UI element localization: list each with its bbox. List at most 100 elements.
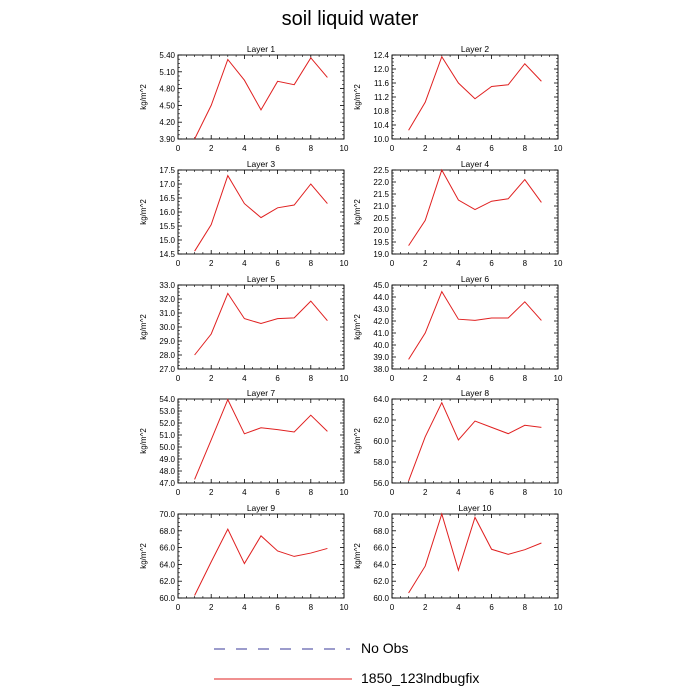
y-tick-label: 48.0 — [159, 467, 175, 476]
x-tick-label: 0 — [390, 259, 395, 268]
panel-layer-4: Layer 4 0 2 4 6 8 10 19.0 19.5 20.0 20.5 21.0 21.5 22… — [353, 159, 563, 268]
y-tick-label: 4.80 — [159, 85, 175, 94]
y-axis-label: kg/m^2 — [353, 543, 362, 569]
y-tick-label: 3.90 — [159, 135, 175, 144]
y-tick-label: 66.0 — [159, 544, 175, 553]
y-tick-label: 15.5 — [159, 222, 175, 231]
panel-title: Layer 2 — [461, 44, 490, 54]
x-tick-label: 0 — [390, 374, 395, 383]
plot-frame — [177, 398, 345, 484]
y-tick-label: 58.0 — [373, 458, 389, 467]
x-tick-label: 10 — [340, 488, 349, 497]
page-title: soil liquid water — [281, 8, 419, 30]
panel-layer-6: Layer 6 0 2 4 6 8 10 38.0 39.0 40.0 41.0 42.0 43.0 44… — [353, 274, 563, 383]
y-tick-label: 38.0 — [373, 365, 389, 374]
y-tick-label: 44.0 — [373, 293, 389, 302]
plot-frame — [391, 284, 559, 370]
panel-title: Layer 10 — [458, 503, 491, 513]
y-tick-label: 64.0 — [373, 395, 389, 404]
x-tick-label: 2 — [423, 144, 428, 153]
y-tick-label: 68.0 — [159, 527, 175, 536]
y-axis-label: kg/m^2 — [139, 314, 148, 340]
y-tick-label: 27.0 — [159, 365, 175, 374]
y-tick-label: 40.0 — [373, 341, 389, 350]
x-tick-label: 4 — [456, 144, 461, 153]
y-tick-label: 21.5 — [373, 190, 389, 199]
panel-layer-10: Layer 10 0 2 4 6 8 10 60.0 62.0 64.0 66.0 68.0 70.0 k… — [353, 503, 563, 612]
panel-layer-7: Layer 7 0 2 4 6 8 10 47.0 48.0 49.0 50.0 51.0 52.0 53… — [139, 388, 349, 497]
x-tick-label: 4 — [456, 603, 461, 612]
x-tick-label: 0 — [390, 603, 395, 612]
x-tick-label: 8 — [309, 259, 314, 268]
legend-swatch-no-obs — [214, 648, 350, 650]
y-axis-label: kg/m^2 — [353, 314, 362, 340]
y-tick-label: 32.0 — [159, 295, 175, 304]
panel-title: Layer 1 — [247, 44, 276, 54]
y-tick-label: 54.0 — [159, 395, 175, 404]
x-tick-label: 6 — [275, 259, 280, 268]
y-axis-label: kg/m^2 — [139, 428, 148, 454]
panel-title: Layer 8 — [461, 388, 490, 398]
series-line — [194, 174, 328, 252]
y-tick-label: 56.0 — [373, 479, 389, 488]
y-tick-label: 52.0 — [159, 419, 175, 428]
panel-layer-8: Layer 8 0 2 4 6 8 10 56.0 58.0 60.0 62.0 64.0 kg/m^2 — [353, 388, 563, 497]
y-tick-label: 20.0 — [373, 226, 389, 235]
x-tick-label: 2 — [209, 488, 214, 497]
x-tick-label: 4 — [242, 603, 247, 612]
y-tick-label: 47.0 — [159, 479, 175, 488]
x-tick-label: 8 — [309, 374, 314, 383]
y-tick-label: 53.0 — [159, 407, 175, 416]
y-tick-label: 51.0 — [159, 431, 175, 440]
plot-frame — [391, 398, 559, 484]
x-tick-label: 8 — [309, 488, 314, 497]
y-tick-label: 21.0 — [373, 202, 389, 211]
x-tick-label: 2 — [209, 603, 214, 612]
series-line — [408, 168, 542, 246]
x-tick-label: 6 — [489, 374, 494, 383]
x-tick-label: 2 — [209, 144, 214, 153]
y-axis-label: kg/m^2 — [139, 543, 148, 569]
y-tick-label: 20.5 — [373, 214, 389, 223]
series-line — [408, 401, 542, 482]
y-tick-label: 12.0 — [373, 65, 389, 74]
y-tick-label: 11.6 — [374, 79, 390, 88]
x-tick-label: 4 — [242, 374, 247, 383]
y-tick-label: 17.0 — [159, 180, 175, 189]
y-tick-label: 19.0 — [373, 250, 389, 259]
y-tick-label: 60.0 — [159, 594, 175, 603]
x-tick-label: 0 — [390, 144, 395, 153]
y-tick-label: 15.0 — [159, 236, 175, 245]
y-tick-label: 45.0 — [373, 281, 389, 290]
x-tick-label: 0 — [176, 374, 181, 383]
series-line — [408, 55, 542, 131]
x-tick-label: 0 — [176, 488, 181, 497]
y-tick-label: 41.0 — [373, 329, 389, 338]
series-line — [194, 398, 328, 480]
y-tick-label: 16.5 — [159, 194, 175, 203]
panel-layer-1: Layer 1 0 2 4 6 8 10 3.90 4.20 4.50 4.80 5.10 5.40 kg… — [139, 44, 349, 153]
y-tick-label: 22.0 — [373, 178, 389, 187]
y-tick-label: 60.0 — [373, 594, 389, 603]
x-tick-label: 6 — [275, 603, 280, 612]
panel-layer-3: Layer 3 0 2 4 6 8 10 14.5 15.0 15.5 16.0 16.5 17.0 17… — [139, 159, 349, 268]
y-tick-label: 16.0 — [159, 208, 175, 217]
y-tick-label: 70.0 — [159, 510, 175, 519]
x-tick-label: 8 — [523, 259, 528, 268]
x-tick-label: 0 — [176, 144, 181, 153]
series-line — [194, 292, 328, 356]
plot-frame — [177, 169, 345, 255]
y-tick-label: 39.0 — [373, 353, 389, 362]
x-tick-label: 10 — [554, 144, 563, 153]
x-tick-label: 4 — [456, 259, 461, 268]
panel-layer-5: Layer 5 0 2 4 6 8 10 27.0 28.0 29.0 30.0 31.0 32.0 33… — [139, 274, 349, 383]
y-tick-label: 64.0 — [373, 560, 389, 569]
y-tick-label: 11.2 — [374, 93, 390, 102]
x-tick-label: 6 — [489, 144, 494, 153]
y-tick-label: 43.0 — [373, 305, 389, 314]
x-tick-label: 6 — [489, 603, 494, 612]
y-tick-label: 64.0 — [159, 560, 175, 569]
panel-title: Layer 7 — [247, 388, 276, 398]
y-tick-label: 4.50 — [159, 101, 175, 110]
